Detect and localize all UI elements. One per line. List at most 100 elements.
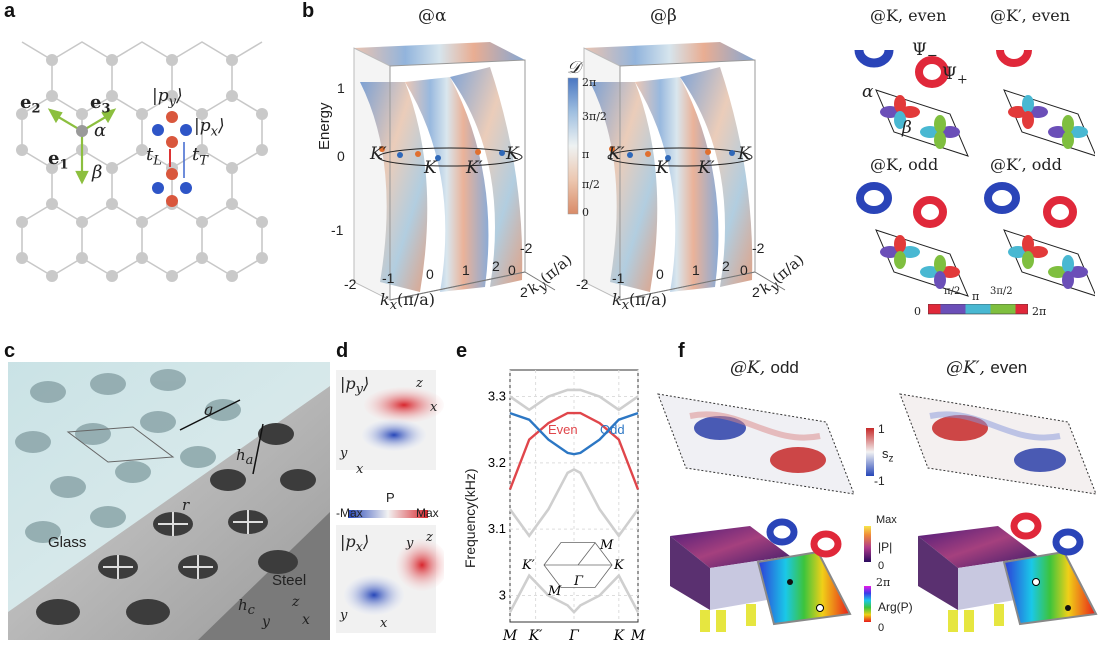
band-structure-3d: [353, 42, 786, 301]
py-px-orbital-icon: [152, 111, 192, 207]
spin-title-left: @K, odd: [730, 358, 799, 378]
phase-tick: 3π/2: [990, 286, 1013, 297]
K-point-label: K: [424, 158, 437, 178]
orbital-title: @K′, odd: [990, 155, 1062, 174]
tL-label: tL: [146, 144, 162, 169]
glass-label: Glass: [48, 534, 87, 551]
band-line: [509, 388, 639, 412]
y-tick-label: 3.2: [488, 455, 506, 470]
radius-label: r: [182, 496, 190, 514]
bz-point-label: M: [547, 584, 562, 599]
orbital-title: @K′, even: [990, 6, 1071, 25]
x-tick-label: M: [630, 628, 646, 644]
ket-py-label: |py⟩: [152, 86, 183, 110]
phase-tick: π/2: [944, 286, 961, 297]
phase-tick: 0: [914, 305, 921, 318]
x-tick-label: K: [613, 628, 626, 644]
colorbar-tick: 2π: [582, 76, 597, 89]
pressure-colorbar-min: -Max: [336, 506, 363, 520]
orbital-title: @K, odd: [870, 155, 939, 174]
band-title-beta: @β: [650, 6, 677, 26]
kx-axis-label: kx(π/a): [612, 290, 667, 314]
kx-tick: -1: [612, 270, 625, 286]
sz-label: sz: [882, 446, 894, 465]
legend-even: Even: [548, 422, 578, 437]
colorbar-tick: 3π/2: [582, 110, 607, 123]
kx-tick: 2: [492, 258, 500, 274]
site-beta-label: β: [92, 162, 103, 183]
phase-colorbar: [567, 77, 579, 215]
y-tick-label: 3.1: [488, 521, 506, 536]
kx-tick: -2: [344, 276, 357, 292]
panel-label-c: c: [4, 340, 16, 362]
panel-label-d: d: [336, 340, 349, 362]
axis-z-label: z: [292, 594, 300, 610]
energy-axis-label: Energy: [316, 102, 333, 150]
kx-axis-label: kx(π/a): [380, 290, 435, 314]
phase-colorbar-discrete: [928, 304, 1028, 315]
ky-tick: 0: [740, 262, 748, 278]
ket-px-label: |px⟩: [194, 116, 225, 140]
axis-x-label: x: [356, 462, 364, 477]
sz-colorbar-max: 1: [878, 422, 885, 436]
x-tick-label: Γ: [568, 628, 580, 644]
panel-label-b: b: [302, 0, 315, 22]
y-tick-label: 3.3: [488, 389, 506, 404]
colorbar-tick: 0: [582, 206, 589, 219]
kx-tick: 0: [426, 266, 434, 282]
absP-label: |P|: [878, 540, 893, 554]
panel-label-e: e: [456, 340, 468, 362]
K-point-label: K: [506, 144, 519, 164]
ky-tick: 2: [520, 284, 528, 300]
absP-min: 0: [878, 560, 885, 572]
steel-label: Steel: [272, 572, 307, 589]
Kp-point-label: K′: [370, 144, 387, 164]
argP-max: 2π: [876, 576, 891, 589]
bz-point-label: M: [599, 538, 614, 553]
Kp-point-label: K′: [608, 144, 625, 164]
py-field-label: |py⟩: [340, 374, 370, 398]
K-point-label: K: [656, 158, 669, 178]
x-tick-label: K′: [528, 628, 543, 644]
bz-point-label: K: [613, 558, 625, 573]
even-band-line: [508, 411, 640, 490]
psi-plus-label: Ψ+: [942, 64, 968, 88]
kx-tick: 2: [722, 258, 730, 274]
ha-label: ha: [236, 446, 254, 468]
spin-texture-maps: [657, 393, 1098, 632]
absP-max: Max: [876, 514, 897, 526]
hc-label: hc: [238, 596, 255, 618]
bz-point-label: K′: [521, 558, 535, 573]
cell-alpha-label: α: [862, 82, 874, 102]
axis-x-label: x: [430, 400, 438, 415]
ky-tick: 2: [752, 284, 760, 300]
honeycomb-lattice: [16, 41, 268, 282]
energy-tick: 1: [337, 80, 345, 96]
panel-label-a: a: [4, 0, 16, 22]
axis-y-label: y: [340, 446, 348, 461]
vector-e3-label: e3: [90, 92, 111, 117]
ky-tick: -2: [520, 240, 533, 256]
y-tick-label: 3: [499, 587, 506, 602]
vector-e2-label: e2: [20, 92, 41, 117]
argP-min: 0: [878, 622, 885, 634]
cell-beta-label: β: [902, 118, 912, 138]
pressure-colorbar-title: P: [386, 490, 395, 505]
kx-tick: -2: [576, 276, 589, 292]
colorbar-title: 𝒟: [567, 58, 581, 78]
axis-z-label: z: [426, 530, 433, 545]
sz-colorbar-min: -1: [874, 474, 885, 488]
phase-tick: 2π: [1032, 305, 1047, 318]
orbital-schematics: [854, 50, 1095, 297]
band-title-alpha: @α: [418, 6, 447, 26]
vector-e1-label: e1: [48, 148, 69, 173]
Kp-point-label: K′: [698, 158, 715, 178]
Kp-point-label: K′: [466, 158, 483, 178]
colorbar-tick: π: [582, 148, 590, 161]
panel-label-f: f: [678, 340, 685, 362]
site-alpha-label: α: [94, 120, 107, 141]
lattice-constant-label: a: [204, 400, 214, 419]
band-line: [508, 468, 640, 539]
bz-point-label: Γ: [573, 574, 584, 589]
x-tick-label: M: [502, 628, 518, 644]
